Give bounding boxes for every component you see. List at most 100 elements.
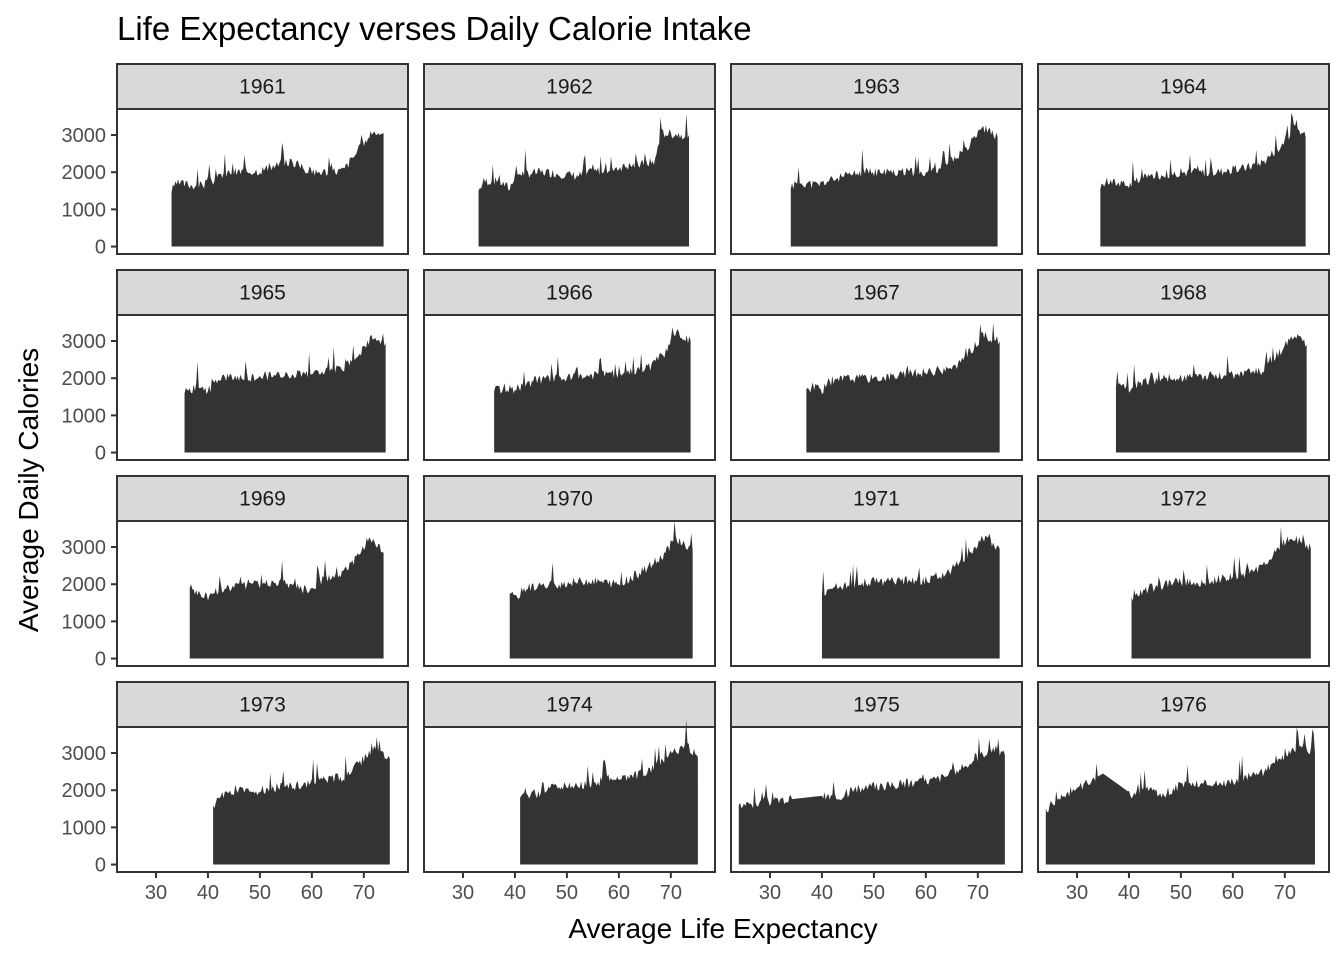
- panel-border: [116, 726, 409, 873]
- facet-strip-label: 1970: [546, 488, 593, 511]
- facet-strip: [730, 475, 1023, 522]
- panel-border: [1037, 108, 1330, 255]
- x-tick-label: 30: [1066, 882, 1088, 904]
- x-axis-title: Average Life Expectancy: [568, 913, 877, 944]
- facet-strip: [730, 63, 1023, 110]
- area-series: [171, 131, 384, 247]
- area-series: [738, 737, 1005, 865]
- facet-panel-1973: 1973 0 1000 2000 3000 30 40 50 60 70: [62, 681, 409, 904]
- facet-strip-label: 1969: [239, 488, 286, 511]
- facet-strip-label: 1975: [853, 694, 900, 717]
- y-tick-label: 1000: [62, 817, 107, 839]
- facet-strip-label: 1965: [239, 282, 286, 305]
- area-series: [184, 333, 386, 453]
- area-series: [478, 113, 690, 247]
- x-tick-label: 70: [353, 882, 375, 904]
- facet-panel-1975: 1975 30 40 50 60 70: [730, 681, 1023, 904]
- facet-panel-1974: 1974 30 40 50 60 70: [423, 681, 716, 904]
- x-tick-label: 50: [863, 882, 885, 904]
- panel-border: [730, 314, 1023, 461]
- facet-strip-label: 1972: [1160, 488, 1207, 511]
- panel-border: [116, 520, 409, 667]
- facet-strip: [1037, 681, 1330, 728]
- x-tick-label: 60: [915, 882, 937, 904]
- facet-panel-1971: 1971: [730, 475, 1023, 667]
- y-axis-title: Average Daily Calories: [13, 348, 44, 632]
- y-tick-label: 1000: [62, 405, 107, 427]
- facet-strip: [116, 269, 409, 316]
- area-series: [806, 322, 1000, 453]
- x-tick-label: 50: [556, 882, 578, 904]
- area-series: [1045, 727, 1315, 865]
- y-tick-label: 1000: [62, 611, 107, 633]
- area-series: [509, 520, 693, 659]
- panel-border: [1037, 314, 1330, 461]
- facet-strip: [116, 63, 409, 110]
- chart-title: Life Expectancy verses Daily Calorie Int…: [117, 10, 752, 47]
- facet-strip-label: 1962: [546, 76, 593, 99]
- x-tick-label: 40: [504, 882, 526, 904]
- facet-panel-1963: 1963: [730, 63, 1023, 255]
- facet-strip-label: 1961: [239, 76, 286, 99]
- y-tick-label: 0: [95, 237, 106, 259]
- facet-strip: [1037, 269, 1330, 316]
- panel-border: [116, 108, 409, 255]
- facet-panels: 1961 0 1000 2000 3000 1962 1963 1964 1965 0 1000 20…: [62, 63, 1330, 904]
- y-tick-label: 2000: [62, 780, 107, 802]
- area-series: [1115, 333, 1307, 453]
- panel-border: [1037, 726, 1330, 873]
- facet-strip: [1037, 63, 1330, 110]
- x-tick-label: 40: [1118, 882, 1140, 904]
- area-series: [494, 327, 691, 453]
- area-series: [1100, 112, 1306, 247]
- facet-strip-label: 1964: [1160, 76, 1207, 99]
- area-series: [189, 537, 384, 659]
- facet-panel-1962: 1962: [423, 63, 716, 255]
- facet-strip-label: 1967: [853, 282, 900, 305]
- y-tick-label: 2000: [62, 574, 107, 596]
- panel-border: [116, 314, 409, 461]
- area-series: [821, 533, 1000, 659]
- facet-panel-1967: 1967: [730, 269, 1023, 461]
- panel-border: [730, 108, 1023, 255]
- x-tick-label: 50: [249, 882, 271, 904]
- facet-panel-1976: 1976 30 40 50 60 70: [1037, 681, 1330, 904]
- facet-panel-1961: 1961 0 1000 2000 3000: [62, 63, 409, 259]
- facet-panel-1968: 1968: [1037, 269, 1330, 461]
- x-tick-label: 70: [1274, 882, 1296, 904]
- area-series: [520, 719, 698, 865]
- facet-panel-1965: 1965 0 1000 2000 3000: [62, 269, 409, 465]
- facet-strip-label: 1976: [1160, 694, 1207, 717]
- facet-strip-label: 1963: [853, 76, 900, 99]
- facet-strip-label: 1968: [1160, 282, 1207, 305]
- panel-border: [730, 520, 1023, 667]
- panel-border: [423, 314, 716, 461]
- panel-border: [423, 108, 716, 255]
- x-tick-label: 60: [608, 882, 630, 904]
- x-tick-label: 70: [660, 882, 682, 904]
- y-tick-label: 2000: [62, 368, 107, 390]
- x-tick-label: 30: [145, 882, 167, 904]
- y-tick-label: 3000: [62, 125, 107, 147]
- area-series: [213, 737, 390, 865]
- x-tick-label: 60: [1222, 882, 1244, 904]
- y-tick-label: 3000: [62, 537, 107, 559]
- x-tick-label: 40: [811, 882, 833, 904]
- facet-panel-1964: 1964: [1037, 63, 1330, 255]
- x-tick-label: 30: [452, 882, 474, 904]
- area-series: [1131, 526, 1311, 659]
- facet-strip: [423, 475, 716, 522]
- area-series: [790, 125, 998, 247]
- facet-strip: [423, 269, 716, 316]
- y-tick-label: 0: [95, 443, 106, 465]
- facet-strip-label: 1973: [239, 694, 286, 717]
- y-tick-label: 0: [95, 649, 106, 671]
- facet-panel-1966: 1966: [423, 269, 716, 461]
- facet-strip-label: 1971: [853, 488, 900, 511]
- facet-strip: [730, 269, 1023, 316]
- x-tick-label: 40: [197, 882, 219, 904]
- facet-strip-label: 1974: [546, 694, 593, 717]
- facet-strip: [1037, 475, 1330, 522]
- y-tick-label: 1000: [62, 199, 107, 221]
